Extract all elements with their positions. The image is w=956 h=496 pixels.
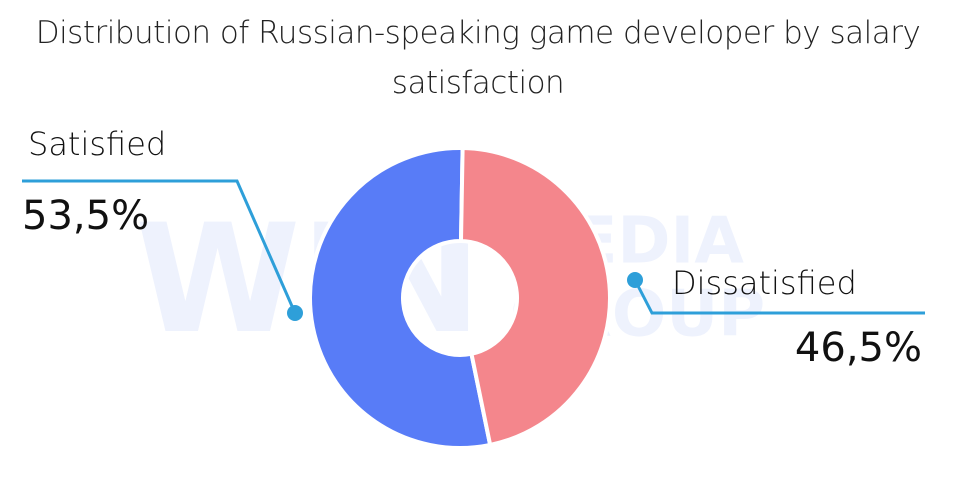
value-label: 46,5% bbox=[795, 325, 922, 371]
callout-line bbox=[22, 179, 297, 314]
callout-dot bbox=[627, 272, 643, 288]
callout-line bbox=[633, 279, 925, 315]
category-label: Satisfied bbox=[28, 125, 166, 163]
donut-slice bbox=[458, 145, 612, 448]
chart-title: Distribution of Russian-speaking game de… bbox=[35, 15, 921, 101]
callout-dot bbox=[287, 305, 303, 321]
value-label: 53,5% bbox=[22, 193, 149, 239]
donut-slice bbox=[308, 146, 493, 450]
category-label: Dissatisfied bbox=[672, 264, 857, 302]
